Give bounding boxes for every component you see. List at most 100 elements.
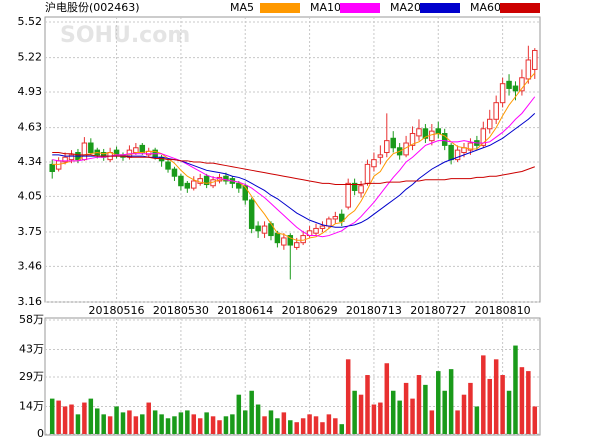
volume-bar <box>455 410 460 434</box>
volume-bar <box>436 371 441 434</box>
volume-tick-label: 43万 <box>19 342 44 355</box>
y-tick-label: 3.46 <box>18 259 43 272</box>
y-tick-label: 3.75 <box>18 225 43 238</box>
volume-bar <box>107 416 113 434</box>
volume-bar <box>390 390 396 434</box>
volume-bar <box>442 390 447 434</box>
volume-bar <box>69 404 74 434</box>
y-tick-label: 4.63 <box>18 121 43 134</box>
volume-bar <box>487 378 492 434</box>
candle-body <box>242 185 248 201</box>
volume-bar <box>378 402 383 434</box>
candle-body <box>184 182 191 189</box>
y-tick-label: 3.16 <box>18 295 43 308</box>
volume-bar <box>320 422 325 434</box>
legend-label: MA20 <box>390 1 421 14</box>
candle-body <box>319 225 326 229</box>
volume-bar <box>513 345 518 434</box>
volume-bar <box>56 400 61 434</box>
volume-bar <box>210 416 216 434</box>
volume-bar <box>230 414 235 434</box>
candle-body <box>191 180 197 189</box>
ma-line <box>52 96 536 238</box>
candle-body <box>441 133 448 146</box>
volume-bar <box>468 382 473 434</box>
volume-bar <box>82 402 87 434</box>
volume-tick-label: 0 <box>37 427 44 440</box>
candle-body <box>49 163 55 172</box>
volume-bar <box>127 410 132 434</box>
x-tick-label: 20180516 <box>89 304 145 317</box>
volume-bar <box>288 420 293 434</box>
candle-body <box>358 185 364 194</box>
price-frame <box>44 16 541 303</box>
volume-bar <box>397 400 402 434</box>
candle-body <box>68 154 75 161</box>
volume-bar <box>500 375 505 434</box>
legend-swatch <box>420 3 460 13</box>
volume-bar <box>62 406 68 434</box>
candle-body <box>454 149 461 161</box>
ma-line <box>52 112 536 228</box>
volume-bar <box>191 414 197 434</box>
candle-body <box>236 182 242 189</box>
candle-body <box>364 163 371 184</box>
volume-bar <box>178 412 184 434</box>
legend-label: MA60 <box>470 1 501 14</box>
volume-bar <box>172 416 177 434</box>
volume-bar <box>133 416 139 434</box>
candle-body <box>506 80 512 89</box>
candle-body <box>493 102 499 120</box>
candle-body <box>300 235 306 244</box>
y-tick-label: 5.22 <box>18 51 43 64</box>
candle-body <box>261 225 268 234</box>
candle-body <box>165 161 171 170</box>
volume-bar <box>146 402 151 434</box>
candle-body <box>525 59 532 80</box>
legend-label: MA10 <box>310 1 341 14</box>
volume-bar <box>410 398 415 434</box>
candle-body <box>480 128 487 146</box>
candle-body <box>313 227 319 234</box>
x-tick-label: 20180713 <box>346 304 402 317</box>
candle-body <box>532 49 538 70</box>
legend-swatch <box>340 3 380 13</box>
candle-body <box>274 232 281 244</box>
volume-bar <box>307 414 312 434</box>
candle-body <box>416 128 422 137</box>
candle-body <box>339 213 345 222</box>
legend-label: MA5 <box>230 1 254 14</box>
volume-bar <box>275 418 280 434</box>
candle-body <box>293 242 300 248</box>
candle-body <box>351 182 358 191</box>
volume-bar <box>526 371 531 434</box>
volume-bar <box>429 410 435 434</box>
volume-bar <box>281 412 287 434</box>
volume-bar <box>532 406 538 434</box>
volume-bar <box>255 404 261 434</box>
volume-bar <box>223 416 229 434</box>
volume-tick-label: 14万 <box>19 399 44 412</box>
x-tick-label: 20180614 <box>217 304 273 317</box>
volume-bar <box>461 394 467 434</box>
volume-bar <box>242 410 248 434</box>
candle-body <box>371 159 377 168</box>
volume-bar <box>95 408 100 434</box>
x-tick-label: 20180727 <box>410 304 466 317</box>
volume-bar <box>474 406 480 434</box>
volume-bar <box>300 418 306 434</box>
candle-body <box>223 175 229 182</box>
volume-bar <box>268 410 274 434</box>
volume-bar <box>345 359 351 434</box>
volume-bar <box>236 394 242 434</box>
volume-bar <box>384 363 390 434</box>
x-tick-label: 20180629 <box>282 304 338 317</box>
candle-body <box>377 154 384 158</box>
candle-body <box>255 225 261 232</box>
candle-body <box>81 142 88 161</box>
volume-bar <box>448 369 454 434</box>
candle-body <box>499 83 506 104</box>
candle-body <box>345 182 351 208</box>
candle-body <box>519 77 525 92</box>
